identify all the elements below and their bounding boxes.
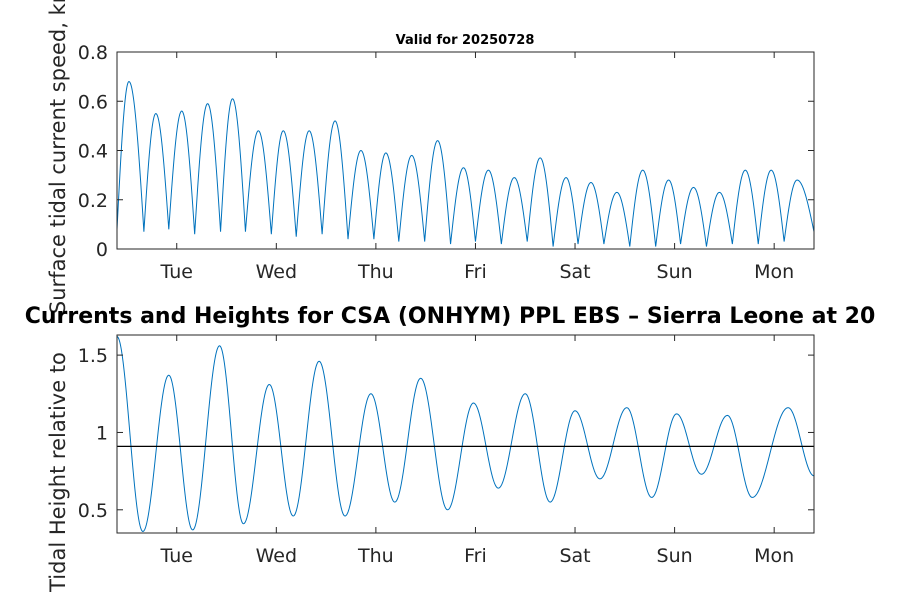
xtick-label: Sat [559,545,590,567]
ytick-label: 0.5 [78,500,108,522]
xtick-label: Wed [256,545,297,567]
series-line [117,336,814,532]
ylabel-tidal-height: Tidal Height relative to [46,352,70,593]
xtick-label: Wed [256,261,297,283]
ytick-label: 0.2 [78,190,108,212]
ytick-label: 0.8 [78,42,108,64]
xtick-label: Tue [160,545,193,567]
ytick-label: 1 [96,422,108,444]
xtick-label: Tue [160,261,193,283]
xtick-label: Fri [464,545,487,567]
xtick-label: Sun [657,261,693,283]
series-line [117,80,814,247]
ylabel-current-speed: Surface tidal current speed, kn [46,0,70,314]
xtick-label: Mon [754,261,794,283]
xtick-label: Sun [657,545,693,567]
xtick-label: Thu [357,261,394,283]
xtick-label: Fri [464,261,487,283]
ytick-label: 0 [96,239,108,261]
xtick-label: Thu [357,545,394,567]
chart-title-current: Valid for 20250728 [396,33,535,48]
axes-frame [116,334,815,534]
current-speed-chart: 0 0.2 0.4 0.6 0.8 Tue Wed Thu Fri Sat Sun Mon [78,42,815,283]
ytick-label: 0.4 [78,141,108,163]
xtick-label: Sat [559,261,590,283]
tidal-height-chart: 0.5 1 1.5 Tue Wed Thu Fri Sat Sun Mon [78,334,815,567]
chart-title-heights: Currents and Heights for CSA (ONHYM) PPL… [25,304,876,329]
xtick-label: Mon [754,545,794,567]
ytick-label: 1.5 [78,345,108,367]
ytick-label: 0.6 [78,91,108,113]
